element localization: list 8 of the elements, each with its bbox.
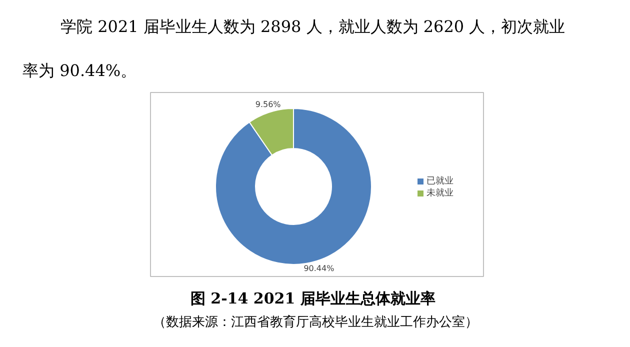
data-label: 9.56%	[255, 100, 282, 109]
data-label: 90.44%	[304, 264, 335, 274]
text: 率为 90.44%。	[22, 61, 137, 80]
text: 图 2-14 2021 届毕业生总体就业率	[190, 290, 436, 308]
legend-label: 已就业	[426, 176, 454, 186]
legend-label: 未就业	[426, 188, 454, 198]
text: 学院 2021 届毕业生人数为 2898 人，就业人数为 2620 人，初次就业	[60, 17, 566, 36]
text: （数据来源：江西省教育厅高校毕业生就业工作办公室）	[153, 314, 478, 330]
